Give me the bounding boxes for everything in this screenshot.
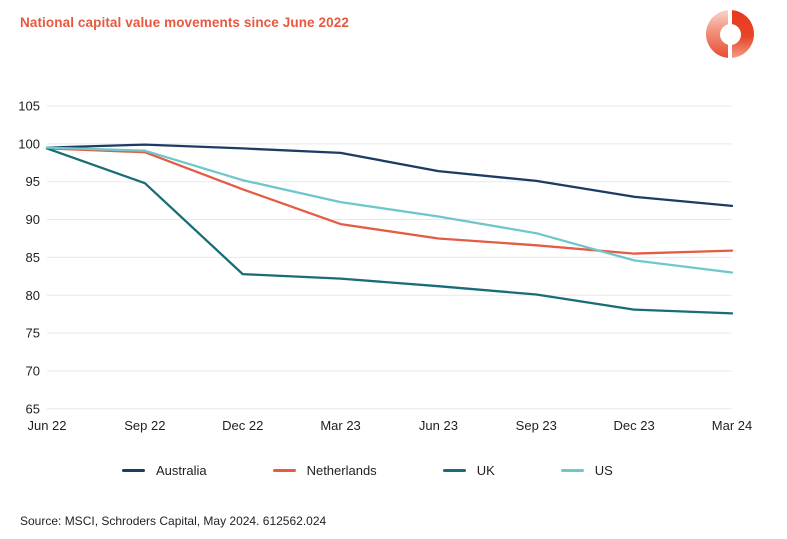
y-tick-label: 95 [26,174,40,189]
legend-label: US [594,462,613,478]
legend-item-australia: Australia [122,463,207,478]
legend-swatch-icon [560,468,584,472]
schroders-capital-logo-icon [706,10,754,58]
legend-label: UK [476,462,495,478]
legend-item-uk: UK [442,462,495,478]
logo-ring [706,10,754,58]
source-note: Source: MSCI, Schroders Capital, May 202… [20,514,327,528]
x-tick-label: Mar 23 [320,418,360,433]
y-tick-label: 70 [26,363,40,378]
y-tick-label: 100 [18,136,40,151]
legend: Australia Netherlands UK US [0,456,787,484]
x-tick-label: Sep 22 [124,418,165,433]
x-tick-label: Sep 23 [516,418,557,433]
x-tick-label: Jun 23 [419,418,458,433]
y-tick-label: 105 [18,99,40,114]
legend-label: Netherlands [306,462,377,478]
y-tick-label: 65 [26,401,40,416]
x-tick-label: Jun 22 [27,418,66,433]
series-line-australia [45,143,734,208]
logo-ring-hole [719,23,741,45]
y-tick-label: 85 [26,250,40,265]
legend-swatch-icon [272,468,296,472]
logo-ring-right-half [732,10,754,58]
legend-swatch-icon [122,468,145,472]
legend-swatch-icon [442,468,466,472]
series-line-netherlands [45,147,734,255]
y-tick-label: 90 [26,212,40,227]
series-line-uk [45,147,734,315]
y-tick-label: 80 [26,288,40,303]
legend-item-us: US [560,462,613,478]
x-tick-label: Dec 22 [222,418,263,433]
legend-item-netherlands: Netherlands [272,462,377,478]
chart-title: National capital value movements since J… [20,15,349,30]
legend-label: Australia [156,462,207,478]
x-tick-label: Mar 24 [712,418,752,433]
x-tick-label: Dec 23 [614,418,655,433]
line-chart: 105 100 95 90 85 80 75 70 65 Jun 22 Sep 22 Dec 22 Ma… [18,99,752,434]
y-tick-label: 75 [26,326,40,341]
logo-ring-left-half [706,10,728,58]
series-line-us [45,146,734,274]
